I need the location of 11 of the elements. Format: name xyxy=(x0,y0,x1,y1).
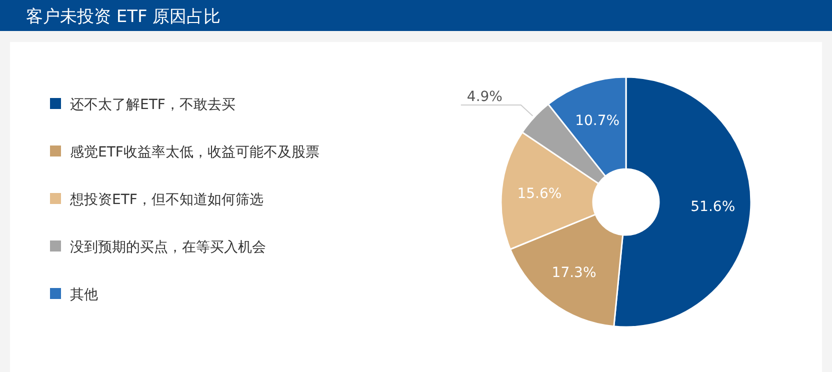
data-label: 17.3% xyxy=(552,264,596,281)
legend-label: 感觉ETF收益率太低，收益可能不及股票 xyxy=(70,144,320,160)
data-label: 15.6% xyxy=(517,186,562,202)
legend-label: 想投资ETF，但不知道如何筛选 xyxy=(69,192,264,208)
chart-title: 客户未投资 ETF 原因占比 xyxy=(26,7,221,27)
data-label: 10.7% xyxy=(575,112,620,129)
legend-label: 其他 xyxy=(70,287,98,303)
legend-label: 没到预期的买点，在等买入机会 xyxy=(70,240,266,256)
data-label: 51.6% xyxy=(690,199,736,216)
legend-label: 还不太了解ETF，不敢去买 xyxy=(70,97,236,113)
data-label: 4.9% xyxy=(466,89,502,106)
